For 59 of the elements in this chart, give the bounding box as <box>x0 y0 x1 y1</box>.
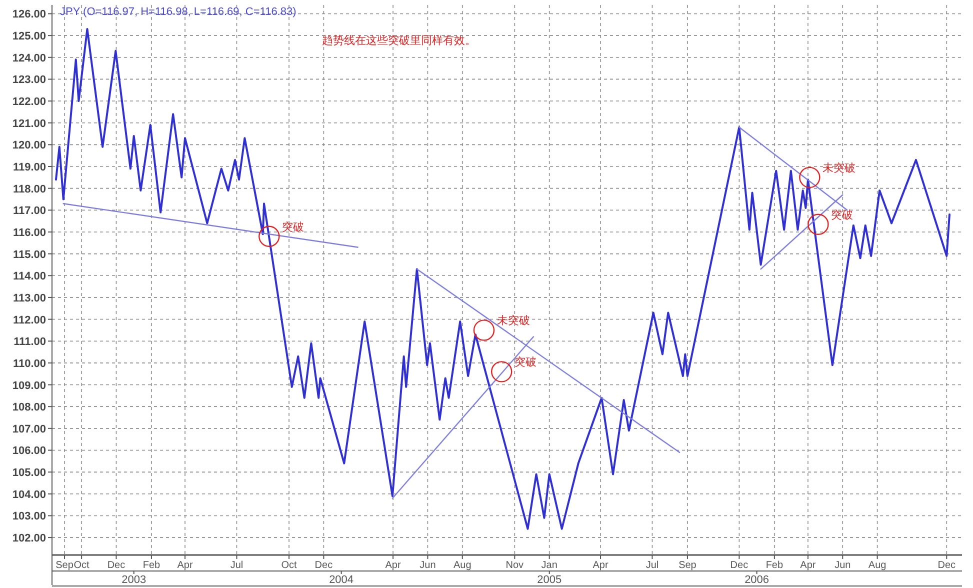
y-tick-label: 117.00 <box>12 205 46 218</box>
y-tick-label: 107.00 <box>12 423 46 436</box>
annotation: 突破 <box>282 220 304 234</box>
y-tick-label: 126.00 <box>12 8 46 21</box>
x-tick-label: Apr <box>177 560 194 571</box>
x-tick-label: Jan <box>541 560 558 571</box>
y-tick-label: 115.00 <box>12 248 46 261</box>
y-tick-label: 122.00 <box>12 96 46 108</box>
y-tick-label: 119.00 <box>12 162 46 174</box>
y-tick-label: 111.00 <box>14 336 46 348</box>
x-tick-label: Feb <box>766 560 784 571</box>
y-tick-label: 120.00 <box>12 140 46 152</box>
y-tick-label: 113.00 <box>12 292 46 304</box>
x-tick-label: Jun <box>420 560 436 571</box>
x-tick-label: Dec <box>314 560 333 571</box>
y-tick-label: 109.00 <box>12 380 46 392</box>
y-tick-label: 114.00 <box>12 270 46 283</box>
y-tick-label: 125.00 <box>12 30 46 43</box>
y-tick-label: 110.00 <box>12 358 46 370</box>
y-tick-label: 104.00 <box>12 488 46 501</box>
x-tick-label: Apr <box>592 560 609 571</box>
x-tick-label: Nov <box>506 560 524 571</box>
x-tick-label: Jul <box>230 560 244 571</box>
x-tick-label: Apr <box>385 560 402 571</box>
x-tick-label: Oct <box>74 560 90 571</box>
x-tick-label: Sep <box>678 560 697 571</box>
annotation: 未突破 <box>496 314 530 328</box>
y-tick-label: 103.00 <box>12 510 46 523</box>
x2-tick-label: 2004 <box>329 574 354 586</box>
line-series <box>54 28 950 530</box>
y-tick-label: 106.00 <box>12 445 46 458</box>
x-tick-label: Oct <box>281 560 298 571</box>
chart-title: JPY (O=116.97, H=116.98, L=116.69, C=116.83) <box>60 6 296 18</box>
x-tick-label: Aug <box>453 560 472 571</box>
x2-tick-label: 2003 <box>122 574 146 586</box>
x-tick-label: Apr <box>800 560 816 571</box>
y-tick-label: 118.00 <box>12 183 46 196</box>
x-tick-label: Aug <box>868 560 886 571</box>
x-tick-label: Dec <box>107 560 126 571</box>
x2-tick-label: 2005 <box>537 574 562 586</box>
x-tick-label: Feb <box>142 560 161 571</box>
annotation: 突破 <box>831 208 854 222</box>
x-tick-label: Dec <box>730 560 748 571</box>
y-tick-label: 105.00 <box>12 467 46 480</box>
x-tick-label: Jul <box>646 560 659 571</box>
y-tick-label: 123.00 <box>12 74 46 86</box>
y-tick-label: 108.00 <box>12 402 46 414</box>
y-tick-label: 124.00 <box>12 52 46 64</box>
x-tick-label: Dec <box>938 560 956 571</box>
x-tick-label: Sep <box>56 560 74 571</box>
x2-tick-label: 2006 <box>744 574 770 586</box>
y-tick-label: 121.00 <box>12 118 46 130</box>
y-tick-label: 102.00 <box>12 532 46 545</box>
annotation: 突破 <box>514 356 537 369</box>
annotation: 趋势线在这些突破里同样有效。 <box>322 34 476 47</box>
x-tick-label: Jun <box>834 560 851 571</box>
annotation: 未突破 <box>822 161 856 174</box>
y-tick-label: 112.00 <box>12 314 46 326</box>
y-tick-label: 116.00 <box>12 226 46 239</box>
